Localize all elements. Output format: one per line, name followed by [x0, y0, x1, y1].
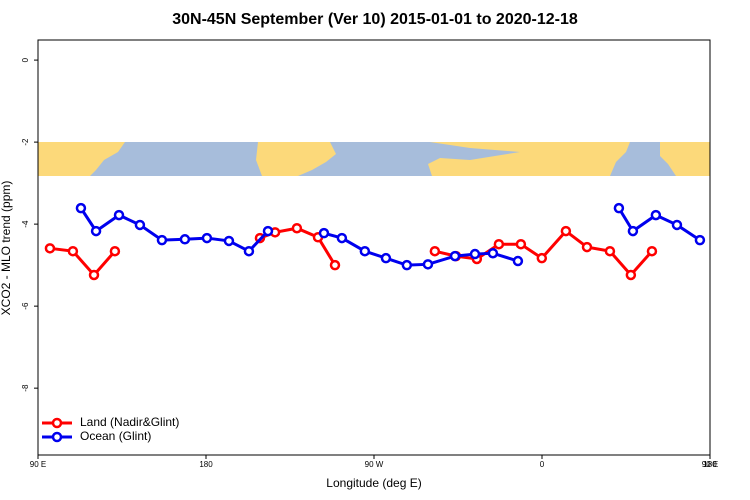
data-point	[422, 259, 434, 270]
x-tick-label: 0	[540, 460, 545, 469]
data-point	[113, 209, 125, 221]
data-point	[291, 222, 303, 234]
data-point	[329, 259, 341, 271]
data-point	[429, 245, 441, 257]
data-point	[650, 209, 662, 221]
legend-marker	[51, 431, 63, 443]
data-point	[515, 238, 527, 250]
data-point	[243, 245, 255, 257]
data-point	[646, 245, 658, 257]
y-tick-label: -8	[21, 384, 30, 392]
data-point	[262, 225, 274, 237]
data-point	[469, 248, 481, 260]
data-point	[134, 219, 146, 231]
x-axis-label: Longitude (deg E)	[326, 476, 421, 490]
data-point	[671, 219, 683, 231]
data-point	[560, 225, 572, 237]
chart-title: 30N-45N September (Ver 10) 2015-01-01 to…	[172, 11, 578, 28]
x-tick-label: 180	[199, 460, 213, 469]
x-tick-label: 90 E	[30, 460, 46, 469]
data-point	[694, 234, 706, 246]
data-point	[581, 241, 593, 253]
data-point	[604, 245, 616, 257]
data-point	[88, 269, 100, 281]
data-point	[156, 234, 168, 246]
data-point	[44, 243, 56, 254]
data-point	[449, 250, 461, 262]
legend-label: Land (Nadir&Glint)	[80, 415, 179, 429]
series-line	[49, 226, 654, 278]
x-tick-label: 90 E	[702, 460, 718, 469]
data-point	[90, 225, 102, 237]
data-point	[536, 252, 548, 264]
y-tick-label: 0	[21, 57, 30, 62]
y-tick-label: -6	[21, 302, 30, 310]
data-point	[493, 238, 505, 250]
data-point	[613, 202, 625, 214]
data-point	[627, 225, 639, 237]
x-tick-label: 180	[703, 460, 717, 469]
y-tick-label: -4	[21, 220, 30, 228]
data-point	[223, 235, 235, 247]
data-point	[67, 245, 79, 257]
y-axis-label: XCO2 - MLO trend (ppm)	[0, 181, 13, 316]
y-tick-label: -2	[21, 138, 30, 146]
legend-marker	[51, 417, 63, 429]
legend-label: Ocean (Glint)	[80, 429, 151, 443]
data-point	[201, 232, 213, 244]
data-point	[75, 202, 87, 214]
x-tick-label: 90 W	[365, 460, 384, 469]
data-point	[380, 252, 392, 264]
data-point	[625, 269, 637, 281]
data-point	[401, 259, 413, 271]
data-point	[512, 255, 524, 267]
data-point	[336, 232, 348, 244]
data-point	[359, 245, 371, 257]
data-point	[487, 247, 499, 259]
data-point	[318, 227, 330, 239]
data-point	[109, 245, 121, 257]
map-band	[38, 142, 710, 176]
data-point	[179, 234, 191, 245]
